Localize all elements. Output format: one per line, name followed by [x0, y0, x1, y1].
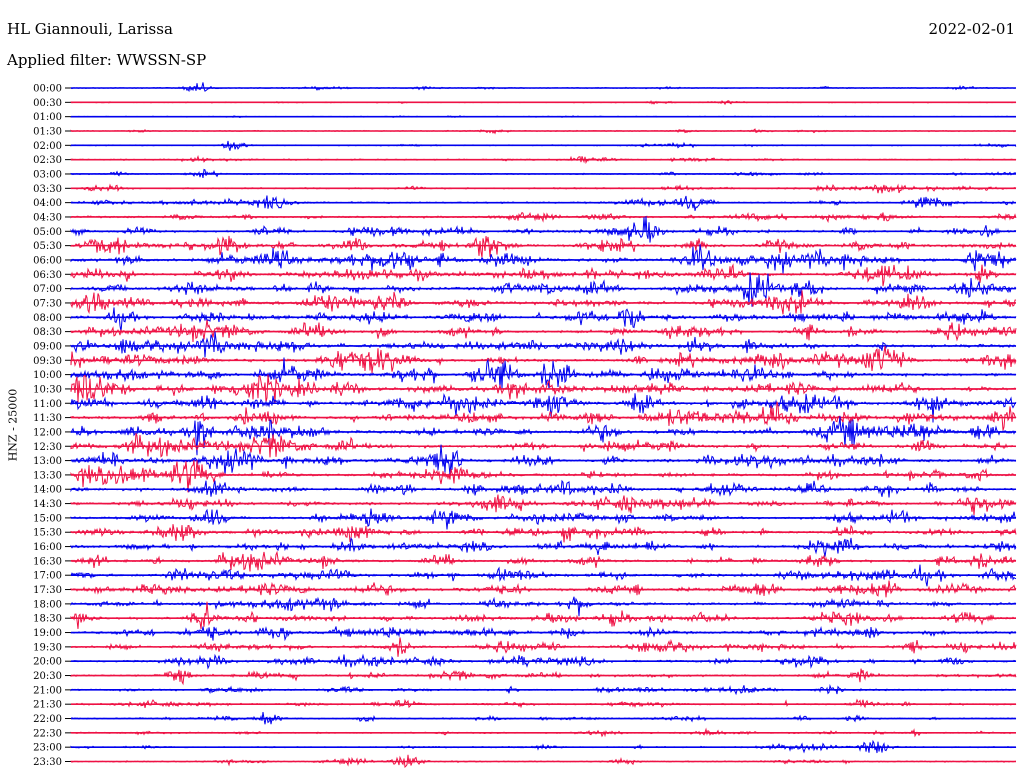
row-label-1600: 16:00	[33, 542, 62, 553]
row-label-0400: 04:00	[33, 198, 62, 209]
row-label-2100: 21:00	[33, 685, 62, 696]
trace-row-1200	[70, 416, 1017, 456]
row-label-0000: 00:00	[33, 84, 62, 95]
row-label-0100: 01:00	[33, 112, 62, 123]
trace-row-0800	[70, 307, 1017, 332]
row-label-0600: 06:00	[33, 255, 62, 266]
row-label-1730: 17:30	[33, 585, 62, 596]
row-label-1830: 18:30	[33, 614, 62, 625]
row-label-2330: 23:30	[33, 757, 62, 768]
trace-row-1500	[70, 508, 1017, 530]
row-label-0030: 00:30	[33, 98, 62, 109]
row-label-0300: 03:00	[33, 169, 62, 180]
trace-row-1630	[70, 550, 1017, 572]
row-label-1330: 13:30	[33, 470, 62, 481]
station-title: HL Giannouli, Larissa	[7, 20, 173, 38]
row-label-0330: 03:30	[33, 184, 62, 195]
row-label-1130: 11:30	[33, 413, 62, 424]
row-label-2000: 20:00	[33, 657, 62, 668]
trace-row-1830	[70, 601, 1017, 629]
trace-row-1230	[70, 433, 1017, 458]
trace-row-0530	[70, 235, 1017, 258]
row-label-0730: 07:30	[33, 298, 62, 309]
row-label-1500: 15:00	[33, 513, 62, 524]
row-label-1700: 17:00	[33, 571, 62, 582]
trace-row-0630	[70, 263, 1017, 287]
row-label-2230: 22:30	[33, 728, 62, 739]
row-label-0130: 01:30	[33, 126, 62, 137]
row-label-1930: 19:30	[33, 642, 62, 653]
row-label-0230: 02:30	[33, 155, 62, 166]
row-label-1530: 15:30	[33, 528, 62, 539]
row-label-2200: 22:00	[33, 714, 62, 725]
trace-row-1300	[70, 444, 1017, 476]
row-label-0430: 04:30	[33, 212, 62, 223]
row-label-0930: 09:30	[33, 356, 62, 367]
trace-row-0000	[70, 82, 1017, 93]
row-label-0500: 05:00	[33, 227, 62, 238]
row-label-1630: 16:30	[33, 556, 62, 567]
row-label-2130: 21:30	[33, 700, 62, 711]
row-label-1000: 10:00	[33, 370, 62, 381]
trace-row-1430	[70, 494, 1017, 516]
trace-row-1800	[70, 596, 1017, 617]
row-label-0700: 07:00	[33, 284, 62, 295]
row-label-1230: 12:30	[33, 442, 62, 453]
trace-row-1700	[70, 564, 1017, 587]
row-label-0800: 08:00	[33, 313, 62, 324]
row-label-2300: 23:00	[33, 743, 62, 754]
row-label-2030: 20:30	[33, 671, 62, 682]
row-label-0200: 02:00	[33, 141, 62, 152]
row-label-0830: 08:30	[33, 327, 62, 338]
row-label-1200: 12:00	[33, 427, 62, 438]
row-label-0630: 06:30	[33, 270, 62, 281]
row-label-1430: 14:30	[33, 499, 62, 510]
filter-label: Applied filter: WWSSN-SP	[7, 51, 207, 69]
row-label-1800: 18:00	[33, 599, 62, 610]
trace-row-1530	[70, 524, 1017, 543]
row-label-1100: 11:00	[33, 399, 62, 410]
date-label: 2022-02-01	[928, 20, 1015, 38]
row-label-1400: 14:00	[33, 485, 62, 496]
row-label-0530: 05:30	[33, 241, 62, 252]
row-label-0900: 09:00	[33, 341, 62, 352]
row-label-1300: 13:00	[33, 456, 62, 467]
trace-row-1900	[70, 625, 1017, 642]
row-label-1900: 19:00	[33, 628, 62, 639]
row-label-1030: 10:30	[33, 384, 62, 395]
